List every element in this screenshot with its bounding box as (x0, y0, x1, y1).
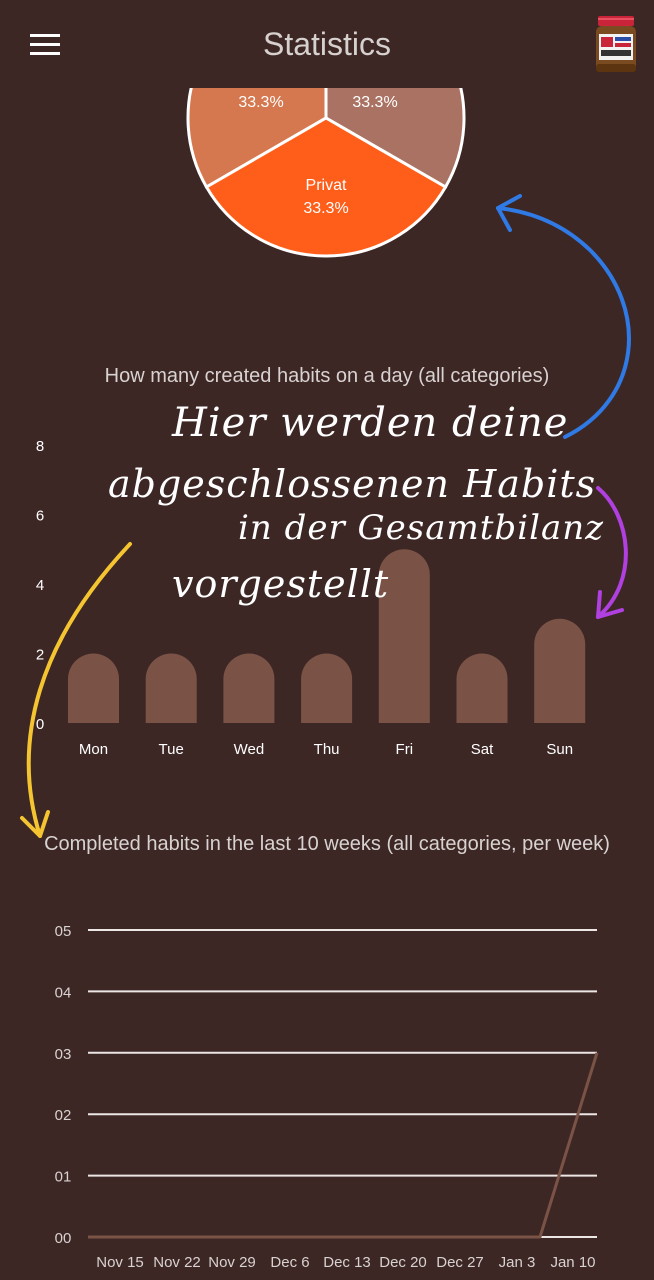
peanut-butter-jar-avatar[interactable] (594, 14, 638, 76)
bar-y-tick: 6 (36, 508, 44, 525)
bar-y-tick: 2 (36, 647, 44, 664)
bar-chart-title: How many created habits on a day (all ca… (104, 365, 550, 387)
pie-slice-0 (186, 88, 328, 190)
line-x-label: Dec 27 (436, 1254, 484, 1271)
pie-slice-1 (324, 88, 466, 190)
bar-tue[interactable] (145, 653, 197, 724)
pie-slice-2 (204, 116, 448, 258)
bar-fri[interactable] (378, 549, 430, 723)
line-y-tick: 05 (55, 923, 72, 940)
line-y-tick: 00 (55, 1230, 72, 1247)
annotation-text-line-2: abgeschlossenen Habits (108, 462, 597, 506)
bar-thu[interactable] (301, 653, 353, 724)
line-x-label: Dec 6 (270, 1254, 309, 1271)
pie-label-right: 33.3% (352, 94, 397, 111)
line-y-tick: 02 (55, 1107, 72, 1124)
bar-x-label: Sun (546, 741, 573, 758)
line-x-label: Jan 3 (499, 1254, 536, 1271)
bar-y-tick: 8 (36, 438, 44, 455)
bar-y-tick: 4 (36, 577, 44, 594)
annotation-text-line-1: Hier werden deine (172, 400, 569, 446)
bar-x-label: Fri (396, 741, 414, 758)
bar-y-tick: 0 (36, 716, 44, 733)
line-x-label: Jan 10 (550, 1254, 595, 1271)
line-series (88, 1052, 599, 1239)
bar-x-label: Wed (234, 741, 265, 758)
line-y-tick: 03 (55, 1046, 72, 1063)
line-x-label: Nov 22 (153, 1254, 201, 1271)
line-y-tick: 04 (55, 984, 72, 1001)
pie-label-left: 33.3% (238, 94, 283, 111)
app-bar: Statistics (0, 0, 654, 90)
bar-x-label: Mon (79, 741, 108, 758)
pie-chart: 33.3% 33.3% Privat 33.3% (186, 88, 466, 258)
bar-mon[interactable] (68, 653, 119, 724)
bar-x-label: Thu (314, 741, 340, 758)
line-x-label: Nov 29 (208, 1254, 256, 1271)
pie-label-privat-percent: 33.3% (303, 200, 348, 217)
line-x-label: Dec 20 (379, 1254, 427, 1271)
hamburger-menu-icon[interactable] (30, 34, 60, 56)
line-chart: 00 01 02 03 04 05 Nov 15 Nov 22 Nov 29 Dec 6 Dec 1… (55, 923, 599, 1271)
line-x-label: Nov 15 (96, 1254, 144, 1271)
bar-x-label: Sat (471, 741, 494, 758)
annotation-text-line-4: vorgestellt (172, 562, 390, 606)
bar-x-label: Tue (159, 741, 184, 758)
line-chart-title: Completed habits in the last 10 weeks (a… (44, 833, 610, 855)
line-y-tick: 01 (55, 1169, 72, 1186)
line-x-label: Dec 13 (323, 1254, 371, 1271)
bar-wed[interactable] (223, 653, 275, 724)
annotation-text-line-3: in der Gesamtbilanz (238, 508, 605, 548)
page-title: Statistics (262, 26, 392, 62)
bar-sun[interactable] (534, 618, 586, 723)
bar-sat[interactable] (456, 653, 508, 724)
pie-label-privat-name: Privat (306, 177, 347, 194)
